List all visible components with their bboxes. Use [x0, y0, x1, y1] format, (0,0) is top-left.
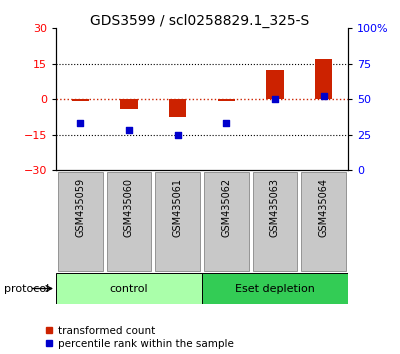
Point — [77, 120, 84, 126]
Text: Eset depletion: Eset depletion — [235, 284, 315, 293]
Text: protocol: protocol — [4, 284, 49, 293]
Bar — [107, 172, 151, 270]
Point — [320, 93, 327, 99]
Text: GSM435060: GSM435060 — [124, 178, 134, 237]
Text: GSM435063: GSM435063 — [270, 178, 280, 237]
Point — [174, 132, 181, 137]
Text: GDS3599 / scl0258829.1_325-S: GDS3599 / scl0258829.1_325-S — [90, 14, 310, 28]
Bar — [202, 273, 348, 304]
Text: GSM435059: GSM435059 — [75, 178, 85, 237]
Legend: transformed count, percentile rank within the sample: transformed count, percentile rank withi… — [45, 326, 234, 349]
Point — [272, 96, 278, 102]
Bar — [155, 172, 200, 270]
Bar — [266, 70, 284, 99]
Bar — [169, 99, 186, 117]
Bar — [315, 59, 332, 99]
Bar — [120, 99, 138, 109]
Bar — [204, 172, 249, 270]
Text: control: control — [110, 284, 148, 293]
Bar — [56, 273, 202, 304]
Bar — [72, 99, 89, 102]
Bar — [301, 172, 346, 270]
Text: GSM435062: GSM435062 — [221, 178, 231, 237]
Text: GSM435061: GSM435061 — [173, 178, 183, 237]
Bar — [253, 172, 297, 270]
Bar — [218, 99, 235, 101]
Bar — [58, 172, 103, 270]
Point — [126, 127, 132, 133]
Point — [223, 120, 230, 126]
Text: GSM435064: GSM435064 — [319, 178, 329, 237]
